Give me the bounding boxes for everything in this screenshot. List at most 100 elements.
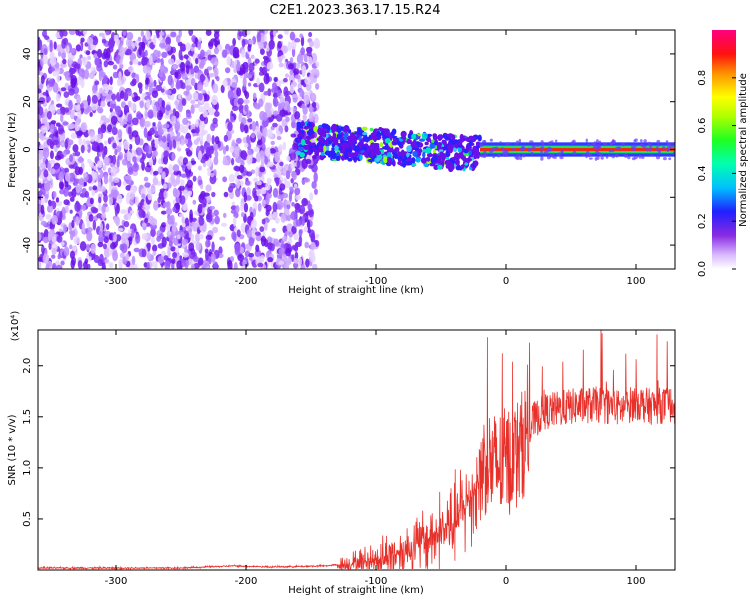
heatmap-cell: [282, 192, 289, 199]
heatmap-cell: [150, 146, 157, 152]
heatmap-y-axis-label: Frequency (Hz): [7, 112, 18, 188]
heatmap-cell: [78, 178, 86, 186]
heatmap-cell: [412, 150, 418, 157]
heatmap-cell: [99, 222, 104, 232]
heatmap-cell: [167, 246, 171, 258]
heatmap-cell: [55, 131, 59, 139]
heatmap-cell: [72, 246, 77, 252]
heatmap-cell: [153, 111, 158, 118]
heatmap-cell: [354, 145, 360, 152]
heatmap-cell: [79, 54, 83, 59]
heatmap-cell: [270, 34, 274, 42]
heatmap-cell: [170, 173, 175, 184]
heatmap-cell: [457, 144, 463, 148]
heatmap-cell: [234, 149, 240, 159]
heatmap-cell: [397, 141, 402, 146]
heatmap-cell: [263, 74, 270, 85]
heatmap-cell: [129, 198, 135, 206]
heatmap-cell: [313, 37, 320, 49]
heatmap-cell: [277, 194, 284, 200]
heatmap-cell: [442, 145, 450, 151]
heatmap-cell: [306, 219, 311, 231]
heatmap-cell: [60, 63, 67, 68]
heatmap-cell: [392, 160, 396, 167]
heatmap-cell: [211, 191, 216, 198]
heatmap-cell: [317, 145, 324, 152]
heatmap-cell: [211, 94, 218, 106]
heatmap-cell: [131, 117, 139, 126]
heatmap-cell: [284, 90, 291, 96]
heatmap-cell: [222, 79, 228, 88]
heatmap-cell: [283, 77, 288, 83]
heatmap-cell: [175, 202, 180, 210]
heatmap-cell: [153, 260, 158, 269]
heatmap-cell: [213, 66, 219, 77]
heatmap-cell: [266, 102, 273, 110]
heatmap-cell: [141, 193, 146, 200]
heatmap-cell: [152, 244, 158, 252]
heatmap-cell: [308, 40, 314, 48]
heatmap-cell: [141, 248, 147, 258]
heatmap-cell: [323, 145, 327, 153]
heatmap-cell: [369, 127, 374, 132]
heatmap-cell: [144, 109, 148, 120]
heatmap-cell: [167, 74, 173, 86]
heatmap-cell: [586, 143, 591, 147]
heatmap-cell: [182, 157, 189, 165]
heatmap-cell: [432, 133, 438, 138]
heatmap-cell: [418, 148, 423, 154]
heatmap-cell: [312, 263, 318, 269]
heatmap-cell: [96, 213, 103, 219]
heatmap-cell: [612, 139, 616, 144]
heatmap-cell: [122, 30, 127, 37]
heatmap-cell: [248, 236, 255, 247]
heatmap-cell: [129, 143, 133, 150]
heatmap-cell: [253, 177, 258, 183]
heatmap-cell: [131, 130, 139, 138]
heatmap-y-tick-label: -20: [22, 189, 33, 205]
heatmap-cell: [297, 102, 302, 107]
heatmap-cell: [149, 127, 155, 136]
heatmap-cell: [117, 129, 123, 139]
heatmap-cell: [75, 117, 80, 126]
heatmap-cell: [44, 194, 49, 199]
heatmap-cell: [207, 240, 211, 247]
colorbar-tick-label: 0.8: [697, 70, 708, 86]
heatmap-cell: [181, 72, 188, 80]
heatmap-cell: [108, 196, 114, 206]
heatmap-cell: [54, 155, 62, 161]
heatmap-cell: [38, 150, 44, 160]
heatmap-cell: [180, 179, 185, 187]
heatmap-cell: [288, 73, 296, 83]
heatmap-cell: [426, 133, 433, 137]
heatmap-cell: [287, 41, 292, 52]
snr-x-axis-label: Height of straight line (km): [288, 585, 424, 596]
heatmap-cell: [273, 110, 279, 117]
heatmap-cell: [407, 161, 413, 166]
heatmap-cell: [300, 35, 305, 47]
heatmap-cell: [181, 222, 186, 228]
heatmap-cell: [198, 92, 203, 101]
heatmap-cell: [43, 169, 49, 178]
heatmap-cell: [303, 226, 309, 233]
heatmap-cell: [94, 80, 100, 86]
heatmap-cell: [400, 136, 406, 140]
heatmap-cell: [540, 156, 544, 161]
heatmap-cell: [38, 76, 42, 86]
heatmap-cell: [422, 148, 427, 153]
heatmap-cell: [290, 41, 297, 50]
heatmap-cell: [241, 49, 246, 58]
heatmap-cell: [243, 202, 249, 213]
heatmap-cell: [181, 259, 187, 268]
heatmap-cell: [49, 159, 55, 165]
heatmap-cell: [306, 50, 312, 57]
snr-x-tick-label: 100: [626, 576, 645, 587]
heatmap-cell: [320, 152, 325, 156]
heatmap-cell: [210, 253, 216, 263]
heatmap-cell: [366, 146, 371, 154]
heatmap-cell: [343, 132, 349, 137]
heatmap-cell: [554, 139, 558, 143]
heatmap-cell: [49, 124, 55, 134]
heatmap-cell: [178, 213, 184, 218]
heatmap-cell: [239, 180, 244, 187]
